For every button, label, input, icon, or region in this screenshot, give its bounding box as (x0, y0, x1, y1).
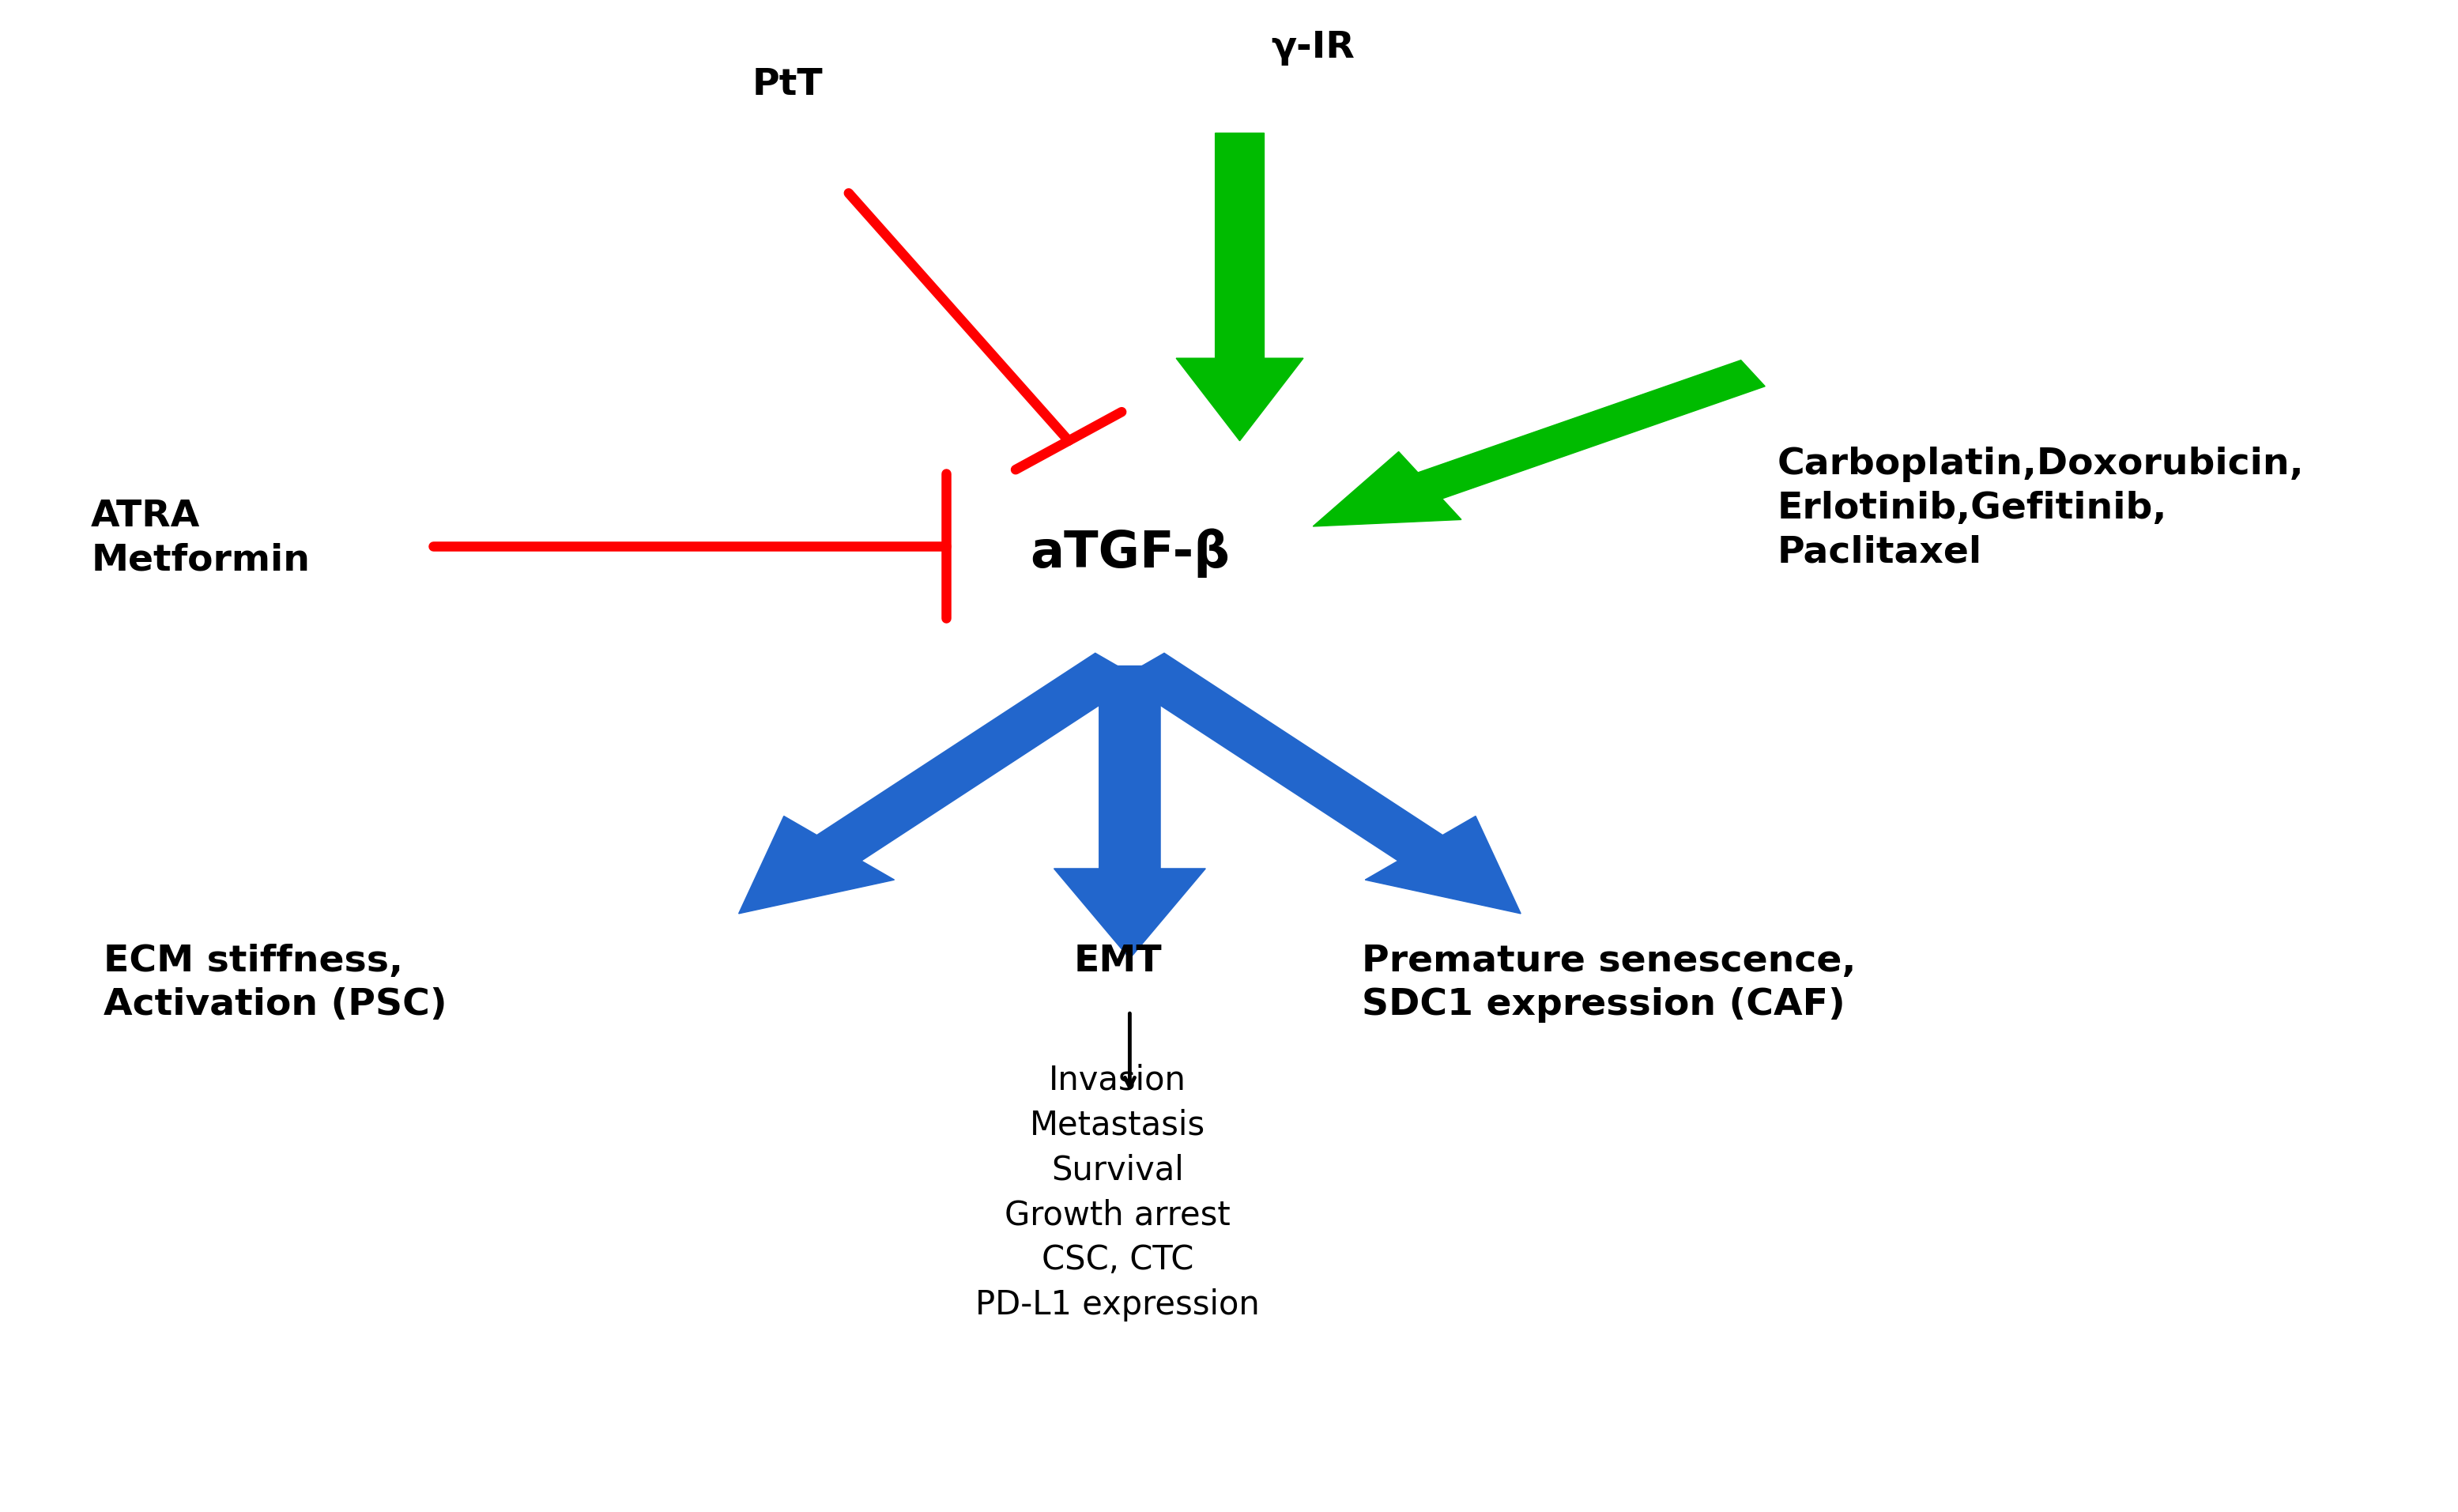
Text: PtT: PtT (752, 68, 823, 103)
FancyArrow shape (1177, 133, 1303, 442)
FancyArrow shape (1054, 665, 1204, 959)
FancyArrow shape (1121, 653, 1522, 913)
Text: ATRA
Metformin: ATRA Metformin (91, 499, 310, 578)
Text: ECM stiffness,
Activation (PSC): ECM stiffness, Activation (PSC) (103, 943, 447, 1024)
Text: γ-IR: γ-IR (1271, 30, 1354, 65)
Text: aTGF-β: aTGF-β (1030, 529, 1229, 578)
Text: Invasion
Metastasis
Survival
Growth arrest
CSC, CTC
PD-L1 expression: Invasion Metastasis Survival Growth arre… (976, 1064, 1258, 1321)
FancyArrow shape (1313, 360, 1765, 526)
Text: EMT: EMT (1074, 943, 1163, 980)
FancyArrow shape (740, 653, 1141, 913)
Text: Carboplatin,Doxorubicin,
Erlotinib,Gefitinib,
Paclitaxel: Carboplatin,Doxorubicin, Erlotinib,Gefit… (1777, 446, 2303, 570)
Text: Premature senescence,
SDC1 expression (CAF): Premature senescence, SDC1 expression (C… (1362, 943, 1856, 1024)
